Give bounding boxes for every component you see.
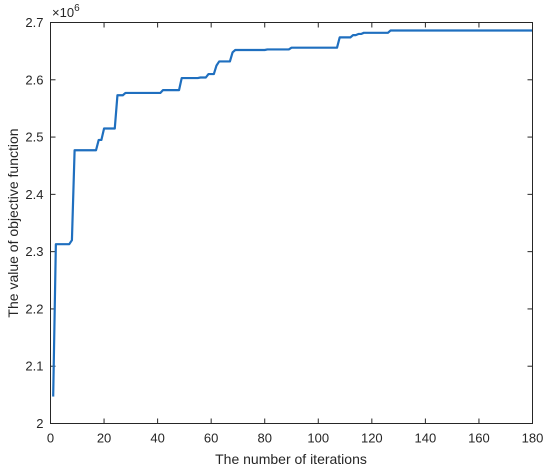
x-tick-label: 0 — [47, 431, 54, 446]
x-tick-label: 20 — [97, 431, 111, 446]
plot-area-frame — [50, 22, 533, 424]
y-tick-label: 2.4 — [25, 187, 43, 202]
x-tick-label: 60 — [204, 431, 218, 446]
x-tick-label: 80 — [257, 431, 271, 446]
x-axis-title: The number of iterations — [215, 451, 367, 467]
y-exponent-label: ×106 — [52, 3, 80, 20]
y-tick-label: 2.5 — [25, 130, 43, 145]
objective-value-line — [52, 29, 533, 397]
x-tick-label: 180 — [522, 431, 544, 446]
y-axis-title: The value of objective function — [5, 128, 21, 317]
x-tick-label: 160 — [468, 431, 490, 446]
axis-ticks — [50, 22, 533, 424]
y-tick-label: 2.1 — [25, 359, 43, 374]
y-tick-label: 2 — [36, 416, 43, 431]
x-tick-label: 40 — [150, 431, 164, 446]
y-tick-label: 2.6 — [25, 72, 43, 87]
y-exponent-power: 6 — [74, 3, 80, 14]
x-tick-label: 140 — [415, 431, 437, 446]
series-layer — [52, 29, 533, 397]
axis-tick-labels: 0 20 40 60 80 100 120 140 160 180 2 2.1 2.2 2.3 2.4 2.5… — [25, 15, 543, 446]
y-exponent-base: ×10 — [52, 5, 74, 20]
y-tick-label: 2.3 — [25, 244, 43, 259]
y-tick-label: 2.2 — [25, 301, 43, 316]
x-tick-label: 120 — [361, 431, 383, 446]
x-tick-label: 100 — [307, 431, 329, 446]
y-tick-label: 2.7 — [25, 15, 43, 30]
